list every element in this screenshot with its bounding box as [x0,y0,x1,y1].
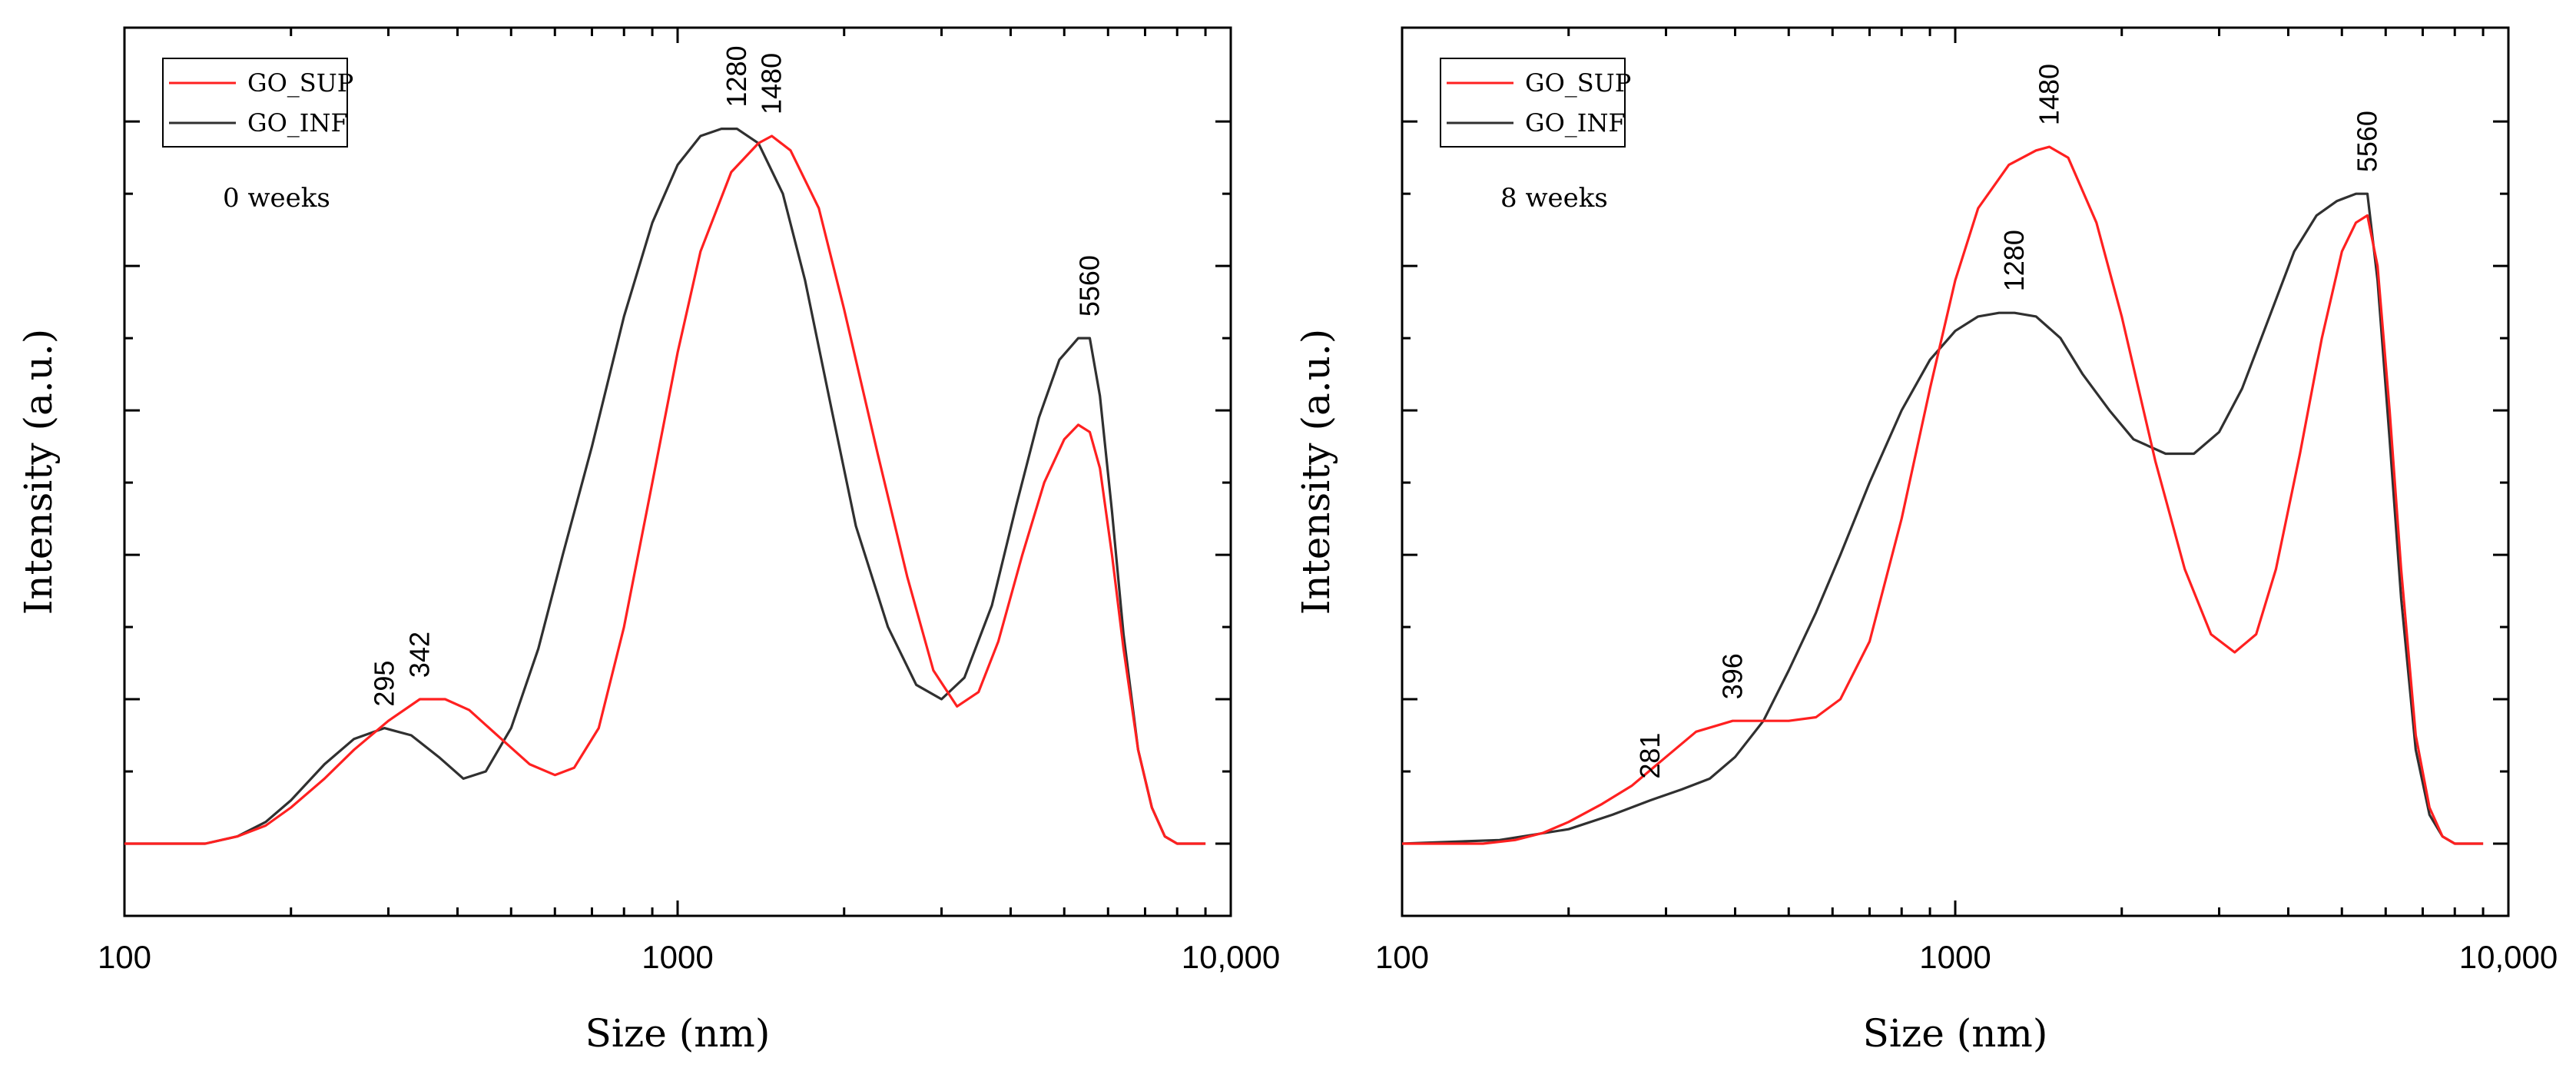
peak-label: 1280 [721,45,752,107]
x-axis-title: Size (nm) [1863,1011,2048,1056]
x-tick-label: 10,000 [2459,939,2558,975]
peak-label: 1480 [2034,64,2065,125]
chart-panel-8-weeks: 100 1000 10,000 Size (nm) Intensity (a.u.) 28… [1294,26,2558,1056]
y-axis-title: Intensity (a.u.) [1294,329,1338,615]
x-tick-label: 100 [1375,939,1429,975]
series-line-go-inf [1401,192,2484,845]
peak-label: 5560 [1073,255,1105,317]
peak-label: 281 [1634,733,1666,779]
peak-label: 396 [1716,653,1748,699]
peak-label: 295 [368,661,399,707]
y-axis-title: Intensity (a.u.) [16,329,61,615]
legend-entry: GO_SUP [247,68,353,98]
legend-entry: GO_INF [247,108,348,138]
series-line-go-sup [1402,145,2484,845]
legend: GO_SUP GO_INF [162,58,353,148]
peak-label: 5560 [2351,111,2382,172]
x-axis-ticks [123,28,1232,916]
x-axis-ticks [1401,28,2510,916]
peak-label: 342 [403,632,435,678]
legend: GO_SUP GO_INF [1440,58,1631,148]
x-axis-title: Size (nm) [585,1011,771,1056]
x-tick-label: 1000 [642,939,713,975]
legend-box [1440,58,1626,148]
peak-label: 1480 [756,53,787,114]
x-tick-label: 10,000 [1182,939,1280,975]
x-tick-label: 1000 [1919,939,1991,975]
time-annotation: 0 weeks [223,183,330,214]
time-annotation: 8 weeks [1500,183,1608,214]
legend-entry: GO_INF [1525,108,1626,138]
chart-panel-0-weeks: 100 1000 10,000 Size (nm) Intensity (a.u.) 29… [16,26,1280,1056]
legend-entry: GO_SUP [1525,68,1631,98]
y-axis-ticks [1402,120,2508,845]
x-tick-label: 100 [98,939,151,975]
series-line-go-sup [124,134,1206,845]
legend-box [162,58,348,148]
peak-label: 1280 [1998,230,2030,291]
